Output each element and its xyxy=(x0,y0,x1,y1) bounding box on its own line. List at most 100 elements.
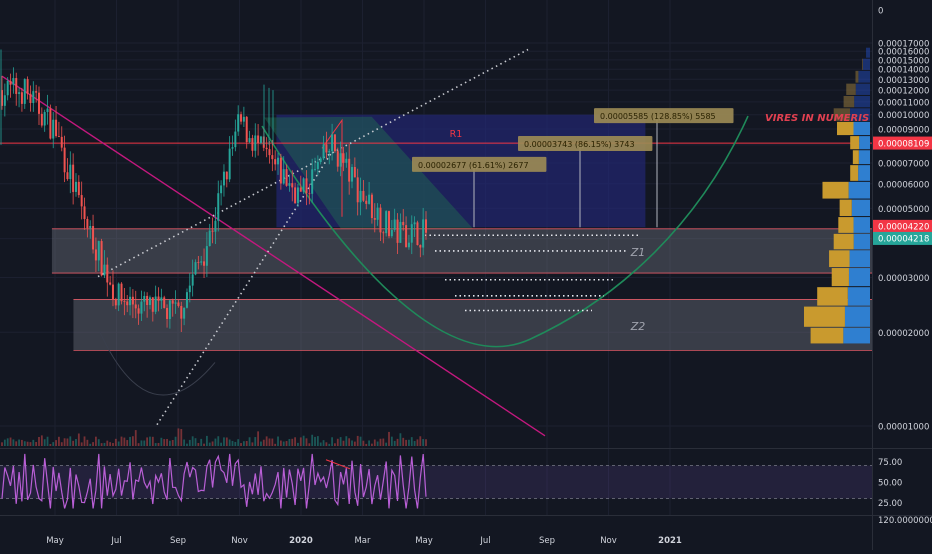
volume-bar xyxy=(322,440,325,446)
volume-bar xyxy=(95,436,97,446)
profile-up-bar xyxy=(858,165,870,181)
candle-body xyxy=(86,219,89,229)
candle-body xyxy=(32,91,35,104)
watermark-text: VIRES IN NUMERIS xyxy=(765,113,869,124)
candle-body xyxy=(66,172,69,180)
volume-bar xyxy=(183,439,186,446)
target-label-box xyxy=(412,156,547,172)
candle-body xyxy=(376,207,379,220)
price-axis[interactable]: 0 0.000170000.000160000.000150000.0001400… xyxy=(873,7,932,527)
volume-bar xyxy=(231,440,234,446)
channel-line-lower xyxy=(156,151,333,426)
rsi-divergence-line xyxy=(325,459,351,470)
volume-bar xyxy=(325,442,328,446)
volume-bar xyxy=(402,437,405,446)
candle-body xyxy=(242,116,245,122)
candle-body xyxy=(123,301,126,302)
volume-bar xyxy=(362,440,365,446)
candle-body xyxy=(35,91,38,93)
candle-body xyxy=(6,80,9,96)
candle-body xyxy=(183,307,186,319)
candle-body xyxy=(316,162,319,169)
volume-bar xyxy=(157,442,160,446)
candle-body xyxy=(157,296,160,301)
profile-up-bar xyxy=(858,70,870,83)
candle-body xyxy=(368,194,371,204)
rsi-tick-label: 25.00 xyxy=(878,499,902,509)
volume-bar xyxy=(279,440,282,446)
candle-body xyxy=(288,183,291,186)
candle-body xyxy=(336,151,339,167)
volume-bar xyxy=(257,431,260,446)
annotation-layer: Z1 Z2 R1 0.00002677 (61.61%) 2677 0.00003743… xyxy=(412,108,869,333)
volume-bar xyxy=(371,443,373,446)
profile-down-bar xyxy=(839,199,852,217)
volume-bar xyxy=(112,443,114,446)
candle-body xyxy=(416,222,419,246)
candle-body xyxy=(385,211,388,234)
volume-bar xyxy=(382,438,385,446)
volume-bar xyxy=(12,439,15,446)
volume-bar xyxy=(282,441,285,446)
candle-body xyxy=(407,242,410,248)
candle-body xyxy=(370,194,373,219)
candle-body xyxy=(185,292,188,308)
candle-body xyxy=(151,297,154,312)
y-tick-label: 0.00017000 xyxy=(878,40,929,50)
candle-body xyxy=(225,171,228,180)
candle-body xyxy=(146,295,149,305)
profile-up-bar xyxy=(844,306,870,327)
candle-body xyxy=(83,206,86,220)
candle-body xyxy=(217,193,220,221)
volume-bar xyxy=(35,441,38,446)
time-axis[interactable]: May Jul Sep Nov 2020 Mar May Jul Sep Nov 2021 xyxy=(46,536,682,546)
volume-bar xyxy=(166,438,168,446)
volume-bar xyxy=(151,436,154,446)
volume-bar xyxy=(134,430,137,446)
candle-body xyxy=(100,241,103,276)
volume-bar xyxy=(83,436,86,446)
volume-bar xyxy=(171,439,174,446)
candle-body xyxy=(410,224,413,243)
y-tick-label: 0.00010000 xyxy=(878,111,929,121)
volume-bar xyxy=(251,442,254,446)
volume-bar xyxy=(302,435,305,446)
candle-body xyxy=(257,135,260,144)
cup-arc xyxy=(261,115,749,348)
price-badge-label: 0.00004218 xyxy=(878,235,929,245)
candle-body xyxy=(342,153,345,163)
volume-bar xyxy=(319,442,322,446)
candle-body xyxy=(245,116,248,143)
profile-down-bar xyxy=(837,121,854,136)
candle-body xyxy=(20,92,23,104)
candle-body xyxy=(322,144,325,159)
profile-up-bar xyxy=(853,233,870,250)
volume-bar xyxy=(40,435,43,446)
volume-bar xyxy=(208,442,211,446)
candle-body xyxy=(393,219,396,230)
volume-bar xyxy=(55,440,57,446)
volume-bar xyxy=(80,442,83,446)
candle-body xyxy=(120,283,123,302)
volume-bar xyxy=(396,438,399,446)
candle-body xyxy=(425,219,427,233)
candle-body xyxy=(26,79,29,94)
candle-body xyxy=(12,78,15,85)
volume-bar xyxy=(422,439,425,446)
profile-down-bar xyxy=(833,233,854,250)
volume-bar xyxy=(242,441,245,446)
rsi-scale-label: 120.00000000 xyxy=(878,516,932,526)
volume-bar xyxy=(129,436,131,446)
pattern-fill xyxy=(264,116,474,229)
candle-body xyxy=(339,153,342,167)
candle-body xyxy=(163,297,166,308)
profile-down-bar xyxy=(850,136,860,150)
candle-body xyxy=(211,230,214,232)
volume-bar xyxy=(197,443,200,446)
candle-body xyxy=(171,300,174,304)
volume-bar xyxy=(254,437,257,446)
candle-body xyxy=(137,308,140,314)
volume-bar xyxy=(336,438,339,446)
